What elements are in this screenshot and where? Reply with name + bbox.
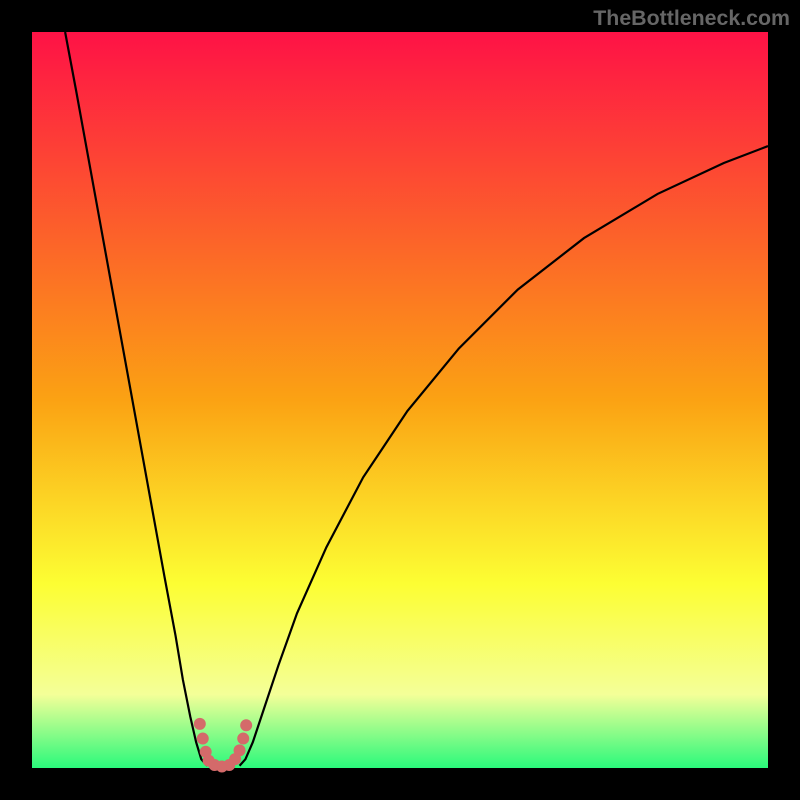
- curve-left: [65, 32, 207, 766]
- marker-dot: [194, 718, 206, 730]
- marker-dot: [234, 744, 246, 756]
- curve-right: [240, 146, 768, 766]
- watermark-text: TheBottleneck.com: [593, 6, 790, 31]
- chart-svg: [0, 0, 800, 800]
- marker-dot: [240, 719, 252, 731]
- valley-markers: [194, 718, 252, 773]
- marker-dot: [237, 733, 249, 745]
- marker-dot: [197, 733, 209, 745]
